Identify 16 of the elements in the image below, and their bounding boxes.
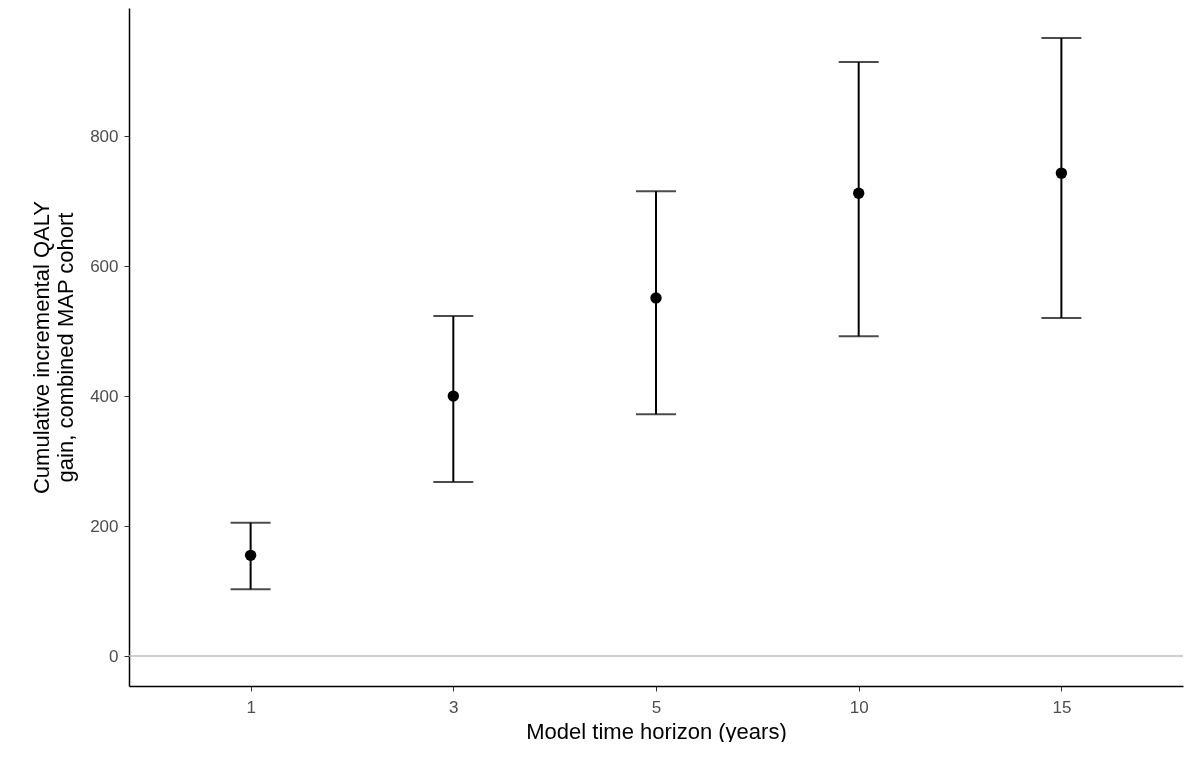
y-tick-label: 800	[90, 126, 119, 146]
y-axis-title: Cumulative incremental QALY gain, combined MAP cohort	[29, 200, 79, 495]
point	[650, 292, 662, 304]
x-tick-label: 10	[849, 697, 869, 717]
x-tick-label: 3	[449, 697, 459, 717]
point	[1055, 167, 1068, 179]
y-tick-label: 200	[90, 516, 119, 536]
x-tick-label: 15	[1052, 697, 1072, 717]
x-tick-label: 1	[246, 697, 256, 717]
y-tick-label: 600	[90, 256, 119, 276]
point	[244, 549, 257, 562]
y-tick-label: 0	[109, 646, 119, 666]
x-tick-label: 5	[651, 697, 662, 717]
point	[852, 187, 865, 199]
y-tick-label: 400	[90, 386, 119, 406]
point	[447, 390, 460, 402]
